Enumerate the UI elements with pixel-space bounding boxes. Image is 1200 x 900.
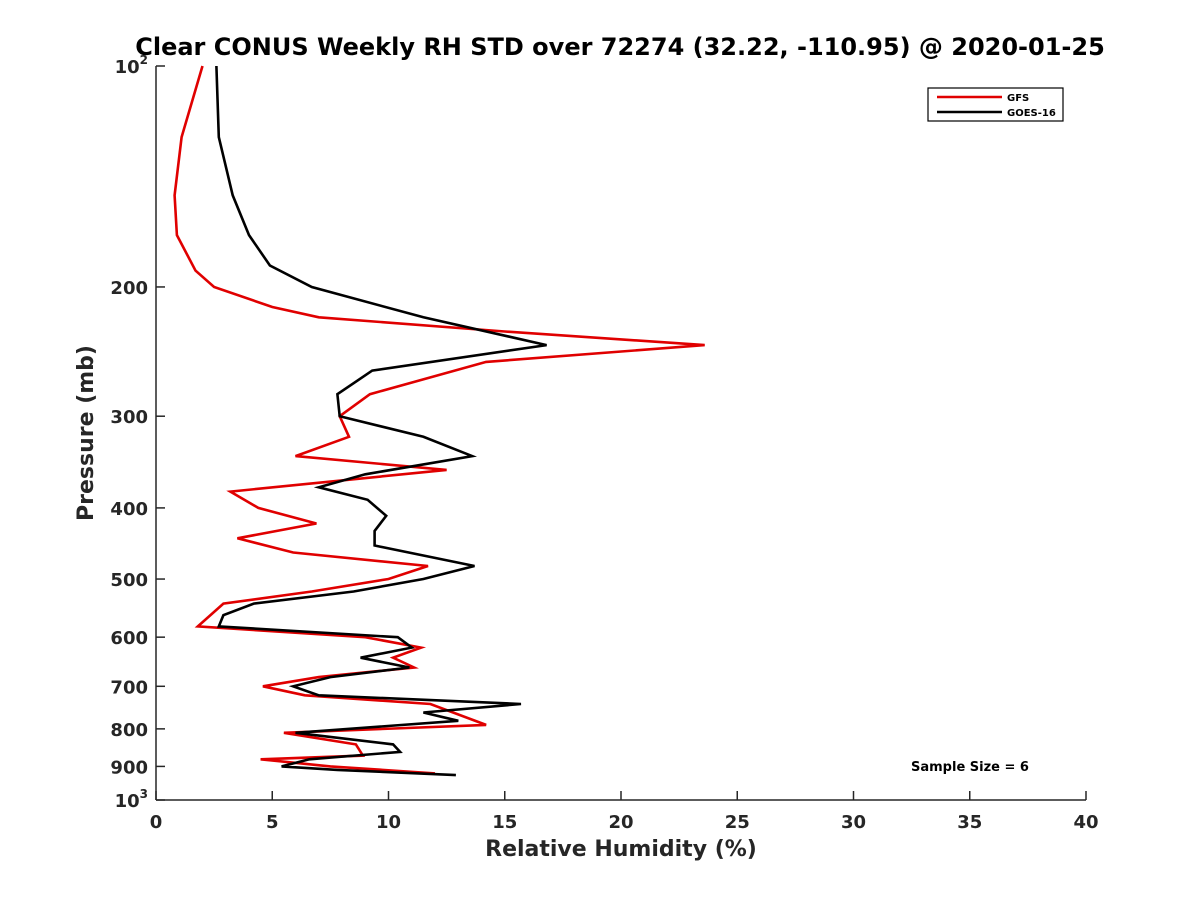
- y-tick-label-exponent: 3: [140, 787, 148, 801]
- x-tick-label: 40: [1073, 812, 1098, 833]
- sample-size-annotation: Sample Size = 6: [911, 760, 1029, 775]
- series-line-gfs: [173, 65, 705, 775]
- y-tick-label: 102: [115, 53, 148, 78]
- y-tick-label-base: 700: [110, 677, 148, 698]
- y-tick-label-base: 600: [110, 628, 148, 649]
- chart-title: Clear CONUS Weekly RH STD over 72274 (32…: [135, 33, 1105, 61]
- x-tick-label: 30: [841, 812, 866, 833]
- y-tick-label: 200: [110, 278, 148, 299]
- x-tick-label: 0: [150, 812, 163, 833]
- y-tick-label-exponent: 2: [140, 53, 148, 67]
- y-tick-label: 600: [110, 628, 148, 649]
- y-tick-label: 700: [110, 677, 148, 698]
- y-tick-label: 300: [110, 407, 148, 428]
- y-tick-label-base: 10: [115, 57, 140, 78]
- series-line-goes-16: [215, 65, 547, 777]
- y-tick-label: 900: [110, 757, 148, 778]
- legend-label: GOES-16: [1007, 108, 1056, 119]
- x-tick-label: 25: [725, 812, 750, 833]
- y-tick-label-base: 800: [110, 720, 148, 741]
- y-tick-label-base: 10: [115, 791, 140, 812]
- x-tick-label: 5: [266, 812, 279, 833]
- legend-box: [927, 87, 1064, 122]
- y-tick-label-base: 900: [110, 757, 148, 778]
- y-tick-label-base: 300: [110, 407, 148, 428]
- y-tick-label: 400: [110, 499, 148, 520]
- x-tick-label: 35: [957, 812, 982, 833]
- series-group: [173, 65, 705, 777]
- y-tick-label: 500: [110, 570, 148, 591]
- y-axis-label: Pressure (mb): [74, 345, 99, 521]
- x-axis-label: Relative Humidity (%): [485, 837, 757, 862]
- x-tick-label: 10: [376, 812, 401, 833]
- y-tick-label-base: 500: [110, 570, 148, 591]
- y-tick-label-base: 200: [110, 278, 148, 299]
- x-tick-label: 20: [608, 812, 633, 833]
- y-tick-label-base: 400: [110, 499, 148, 520]
- axes: [155, 66, 1086, 801]
- x-ticks: 0 5 10 15 20 25 30 35 40: [150, 791, 1099, 833]
- y-tick-label: 103: [115, 787, 148, 812]
- legend: GFS GOES-16: [927, 87, 1064, 122]
- y-tick-label: 800: [110, 720, 148, 741]
- x-tick-label: 15: [492, 812, 517, 833]
- legend-label: GFS: [1007, 93, 1029, 104]
